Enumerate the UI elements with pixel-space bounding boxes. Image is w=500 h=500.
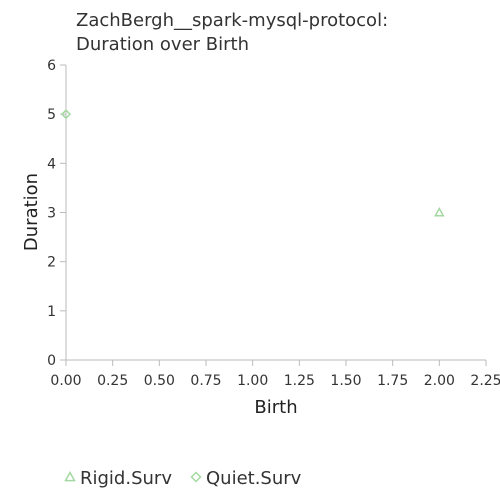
x-axis-label: Birth: [254, 397, 297, 418]
x-tick-label: 1.75: [377, 373, 408, 389]
x-tick-label: 0.50: [144, 373, 175, 389]
chart-title: ZachBergh__spark-mysql-protocol: Duratio…: [76, 10, 388, 55]
x-tick-label: 0.00: [50, 373, 81, 389]
legend-marker-quiet-surv: [190, 471, 202, 483]
y-axis-ticks: 0 1 2 3 4 5 6: [47, 58, 66, 369]
y-tick-label: 5: [47, 107, 56, 123]
chart-title-line-2: Duration over Birth: [76, 34, 249, 55]
data-point-quiet-surv: [60, 109, 72, 120]
y-axis-label: Duration: [21, 173, 42, 251]
axes: [65, 65, 486, 361]
x-tick-label: 2.25: [470, 373, 500, 389]
legend-label: Quiet.Surv: [206, 468, 302, 489]
y-tick-label: 3: [47, 206, 56, 222]
chart-title-line-1: ZachBergh__spark-mysql-protocol:: [76, 10, 388, 31]
x-tick-label: 1.00: [237, 373, 268, 389]
legend-marker-rigid-surv: [64, 470, 76, 482]
y-tick-label: 0: [47, 353, 56, 369]
x-tick-label: 2.00: [424, 373, 455, 389]
y-tick-label: 2: [47, 255, 56, 271]
x-tick-label: 0.75: [190, 373, 221, 389]
x-axis-ticks: 0.00 0.25 0.50 0.75 1.00 1.25 1.50 1.75 2.00 2.25: [50, 360, 500, 389]
data-points: [60, 109, 445, 217]
y-tick-label: 6: [47, 58, 56, 74]
data-point-rigid-surv: [434, 206, 445, 217]
legend: Rigid.Surv Quiet.Surv: [64, 468, 302, 489]
x-tick-label: 0.25: [97, 373, 128, 389]
y-tick-label: 1: [47, 304, 56, 320]
x-tick-label: 1.50: [330, 373, 361, 389]
y-tick-label: 4: [47, 156, 56, 172]
legend-label: Rigid.Surv: [80, 468, 172, 489]
x-tick-label: 1.25: [284, 373, 315, 389]
